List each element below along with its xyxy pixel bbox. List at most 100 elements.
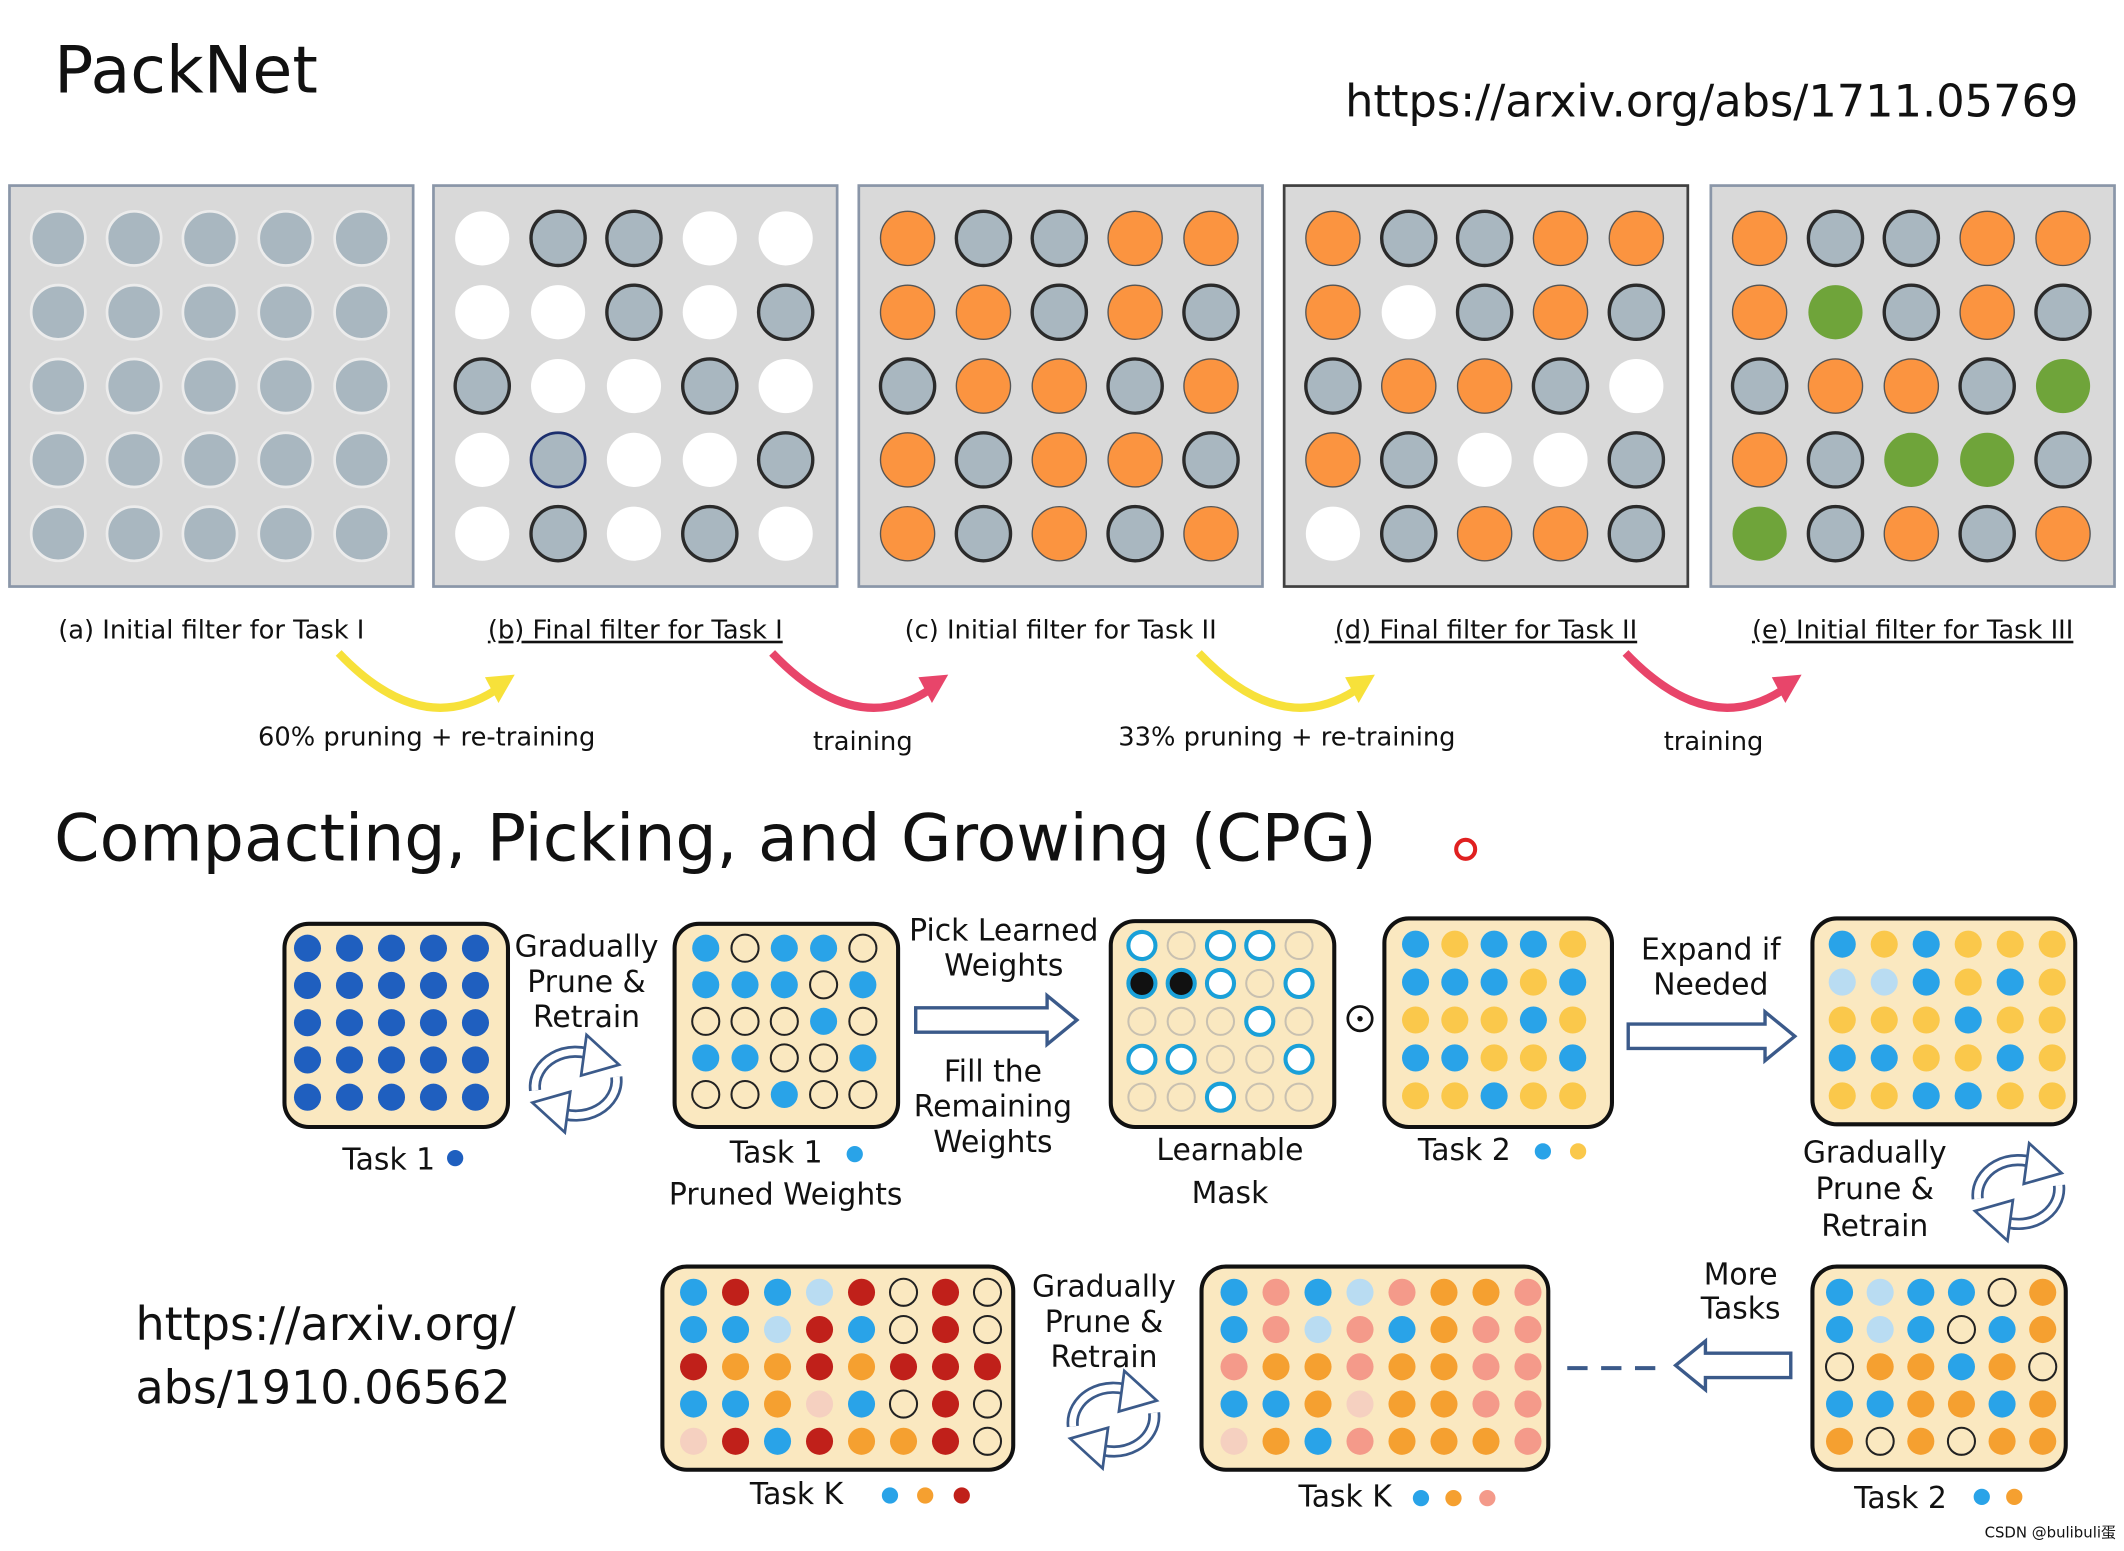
weight bbox=[805, 1315, 834, 1344]
weight bbox=[1808, 285, 1863, 340]
weight bbox=[1519, 968, 1547, 996]
weight bbox=[1730, 357, 1789, 415]
weight bbox=[972, 1314, 1003, 1345]
weight bbox=[1954, 930, 1982, 958]
weight-box bbox=[672, 921, 901, 1130]
weight bbox=[257, 505, 315, 563]
weight bbox=[2028, 1352, 2058, 1382]
weight bbox=[1346, 1427, 1374, 1455]
weight bbox=[1532, 505, 1589, 562]
weight bbox=[1220, 1278, 1248, 1306]
cpg-label: Retrain bbox=[533, 1000, 640, 1035]
weight bbox=[1457, 432, 1512, 487]
weight bbox=[1346, 1390, 1374, 1418]
cycle-head bbox=[2022, 1140, 2065, 1186]
weight bbox=[333, 209, 391, 267]
weight bbox=[1379, 431, 1438, 489]
weight bbox=[1456, 358, 1513, 414]
weight bbox=[1907, 1315, 1935, 1344]
weight-box bbox=[1199, 1264, 1551, 1472]
weight bbox=[1220, 1315, 1248, 1344]
weight bbox=[769, 1006, 799, 1036]
weight bbox=[1430, 1427, 1458, 1455]
weight bbox=[461, 971, 490, 1000]
weight bbox=[257, 283, 315, 341]
weight bbox=[1284, 1006, 1314, 1036]
weight bbox=[1870, 930, 1898, 958]
weight bbox=[2038, 1082, 2066, 1110]
weight bbox=[1866, 1315, 1894, 1344]
weight bbox=[1244, 1005, 1276, 1037]
cpg-label: Needed bbox=[1653, 968, 1768, 1003]
weight bbox=[377, 1009, 406, 1037]
weight bbox=[1455, 283, 1514, 342]
weight bbox=[1883, 505, 1940, 562]
weight bbox=[973, 1353, 1002, 1381]
weight bbox=[1883, 358, 1940, 414]
weight bbox=[1731, 284, 1788, 341]
weight bbox=[1732, 506, 1787, 561]
cpg-label: Prune & bbox=[1045, 1305, 1164, 1340]
weight bbox=[1262, 1315, 1290, 1344]
weight bbox=[1947, 1353, 1975, 1381]
panel-caption: (c) Initial filter for Task II bbox=[905, 616, 1217, 646]
weight bbox=[1731, 210, 1788, 267]
weight bbox=[1204, 929, 1237, 962]
weight bbox=[1183, 210, 1239, 267]
weight bbox=[1304, 1390, 1332, 1418]
weight bbox=[2029, 1278, 2057, 1306]
cpg-label: Prune & bbox=[1815, 1172, 1934, 1207]
cpg-label: Expand if bbox=[1641, 932, 1782, 967]
weight bbox=[1182, 431, 1240, 489]
weight bbox=[29, 505, 87, 563]
weight bbox=[1514, 1427, 1542, 1455]
weight bbox=[889, 1353, 918, 1381]
weight bbox=[730, 1079, 760, 1110]
weight bbox=[1220, 1390, 1248, 1418]
weight bbox=[461, 934, 490, 962]
weight bbox=[181, 283, 239, 341]
weight bbox=[2029, 1427, 2057, 1455]
weight bbox=[1480, 1044, 1508, 1072]
weight bbox=[1907, 1427, 1935, 1455]
weight bbox=[809, 970, 839, 1000]
flow-arrow bbox=[1672, 1337, 1793, 1394]
legend-dot bbox=[1479, 1490, 1496, 1507]
weight bbox=[1907, 1390, 1935, 1418]
weight bbox=[1472, 1427, 1500, 1455]
weight bbox=[954, 431, 1013, 489]
weight bbox=[1912, 968, 1940, 996]
weight bbox=[333, 357, 391, 415]
weight bbox=[954, 504, 1013, 563]
cpg-label: More bbox=[1704, 1258, 1778, 1293]
weight bbox=[1559, 1082, 1587, 1110]
weight bbox=[1283, 1043, 1315, 1075]
weight bbox=[1825, 1315, 1854, 1344]
weight bbox=[181, 431, 239, 489]
weight bbox=[419, 971, 448, 1000]
cpg-label: Task K bbox=[1297, 1480, 1393, 1515]
weight bbox=[377, 971, 406, 1000]
weight bbox=[931, 1278, 960, 1306]
weight bbox=[455, 432, 510, 487]
weight bbox=[1946, 1426, 1977, 1456]
weight bbox=[1480, 1082, 1508, 1110]
weight bbox=[1807, 358, 1864, 414]
arrow-head bbox=[1345, 674, 1375, 704]
weight bbox=[1559, 1044, 1587, 1072]
weight bbox=[29, 209, 87, 267]
weight bbox=[1988, 1427, 2016, 1455]
weight bbox=[1472, 1315, 1500, 1344]
weight bbox=[763, 1353, 792, 1381]
weight bbox=[878, 357, 937, 415]
weight bbox=[1305, 506, 1361, 561]
cpg-label: Weights bbox=[944, 949, 1063, 984]
transition-arrow bbox=[1195, 650, 1357, 712]
weight bbox=[1441, 1044, 1469, 1072]
legend-dot bbox=[2006, 1488, 2023, 1505]
weight bbox=[2029, 1315, 2057, 1344]
weight bbox=[1828, 1044, 1856, 1072]
weight bbox=[879, 432, 936, 488]
weight bbox=[1607, 283, 1666, 342]
weight bbox=[1388, 1390, 1416, 1418]
